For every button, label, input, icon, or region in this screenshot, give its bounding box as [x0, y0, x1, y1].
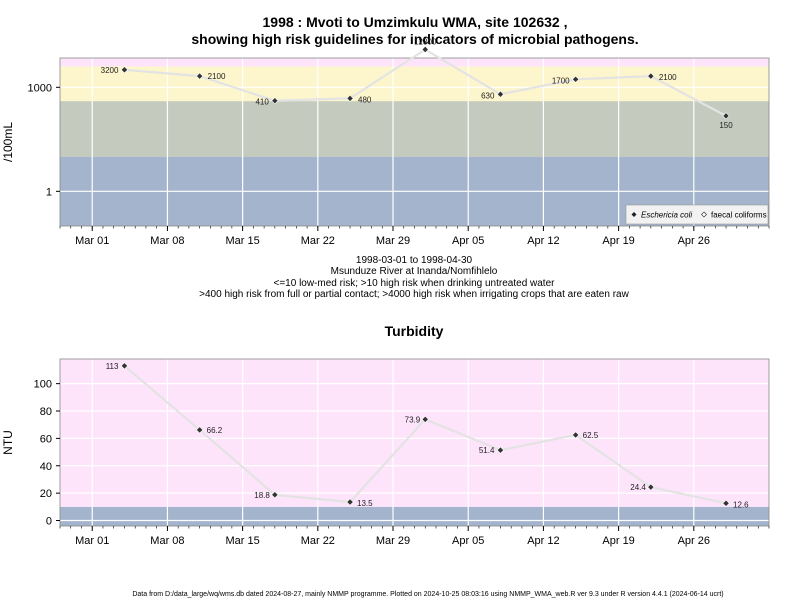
x-tick-label: Mar 15: [225, 235, 259, 247]
data-label: 410: [255, 98, 269, 107]
y-tick-label: 20: [40, 488, 52, 500]
microbial-chart-panel: 1 1000 Mar 01 Mar 08 Mar 15 Mar 22 Mar 29 Apr 0…: [1, 38, 770, 247]
data-label: 12.6: [733, 500, 749, 509]
x-tick-label: Mar 08: [150, 235, 184, 247]
data-point: [496, 90, 505, 98]
data-point: [722, 499, 730, 507]
data-label: 480: [358, 95, 372, 104]
data-point: [196, 72, 204, 80]
data-point: [421, 45, 429, 54]
risk-band-2: [60, 66, 769, 102]
risk-band-0: [60, 506, 769, 526]
x-tick-label: Mar 22: [301, 235, 335, 247]
data-point: [572, 75, 580, 83]
x-tick-label: Apr 12: [527, 535, 559, 547]
legend-entry-faecal-coliforms: faecal coliforms: [711, 211, 767, 220]
risk-band-1: [60, 101, 769, 157]
y-tick-label: 1: [46, 186, 52, 198]
x-tick-label: Mar 22: [301, 535, 335, 547]
data-point: [346, 94, 354, 102]
data-point: [496, 446, 505, 454]
y-tick-label: 80: [40, 406, 52, 418]
risk-band-3: [60, 58, 769, 67]
legend: Eschericia coli faecal coliforms: [625, 204, 769, 225]
x-tick-label: Mar 29: [376, 535, 410, 547]
y-tick-label: 40: [40, 461, 52, 473]
y-axis-label: NTU: [1, 430, 15, 455]
caption-contact-guideline: >400 high risk from full or partial cont…: [199, 289, 629, 300]
data-point: [120, 362, 129, 370]
data-point: [346, 498, 354, 506]
data-label: 66.2: [207, 426, 223, 435]
data-label: 51.4: [479, 446, 495, 455]
turbidity-chart-panel: 0 20 40 60 80 100 Mar 01 Mar 08 Mar 15 Mar 22 Mar …: [1, 358, 770, 547]
data-point: [572, 431, 580, 439]
data-label: 3200: [101, 66, 119, 75]
x-tick-label: Mar 01: [75, 535, 109, 547]
x-tick-label: Apr 19: [602, 535, 634, 547]
x-tick-label: Apr 19: [602, 235, 634, 247]
data-point: [647, 72, 655, 80]
x-tick-label: Mar 29: [376, 235, 410, 247]
legend-marker-filled-diamond: [631, 212, 637, 217]
x-tick-label: Mar 08: [150, 535, 184, 547]
data-point: [271, 97, 279, 105]
micro-chart-title-line1: 1998 : Mvoti to Umzimkulu WMA, site 1026…: [263, 14, 568, 30]
x-tick-label: Apr 26: [678, 535, 710, 547]
data-label: 73.9: [405, 415, 421, 424]
data-point: [196, 426, 204, 434]
caption-site-name: Msunduze River at Inanda/Nomfihlelo: [331, 266, 498, 277]
micro-chart-title-line2: showing high risk guidelines for indicat…: [191, 31, 638, 47]
x-tick-label: Apr 12: [527, 235, 559, 247]
data-point: [120, 66, 129, 74]
turbidity-chart-title: Turbidity: [385, 323, 444, 339]
legend-marker-open-diamond: [701, 211, 707, 218]
data-label: 630: [481, 91, 495, 100]
x-tick-label: Apr 05: [452, 535, 484, 547]
data-label: 2100: [659, 73, 677, 82]
data-point: [722, 112, 730, 120]
y-axis-label: /100mL: [1, 122, 15, 162]
caption-date-range: 1998-03-01 to 1998-04-30: [356, 255, 473, 266]
x-tick-label: Apr 26: [678, 235, 710, 247]
x-tick-label: Apr 05: [452, 235, 484, 247]
data-label: 1700: [552, 76, 570, 85]
data-label: 62.5: [583, 431, 599, 440]
data-label: 24.4: [630, 483, 646, 492]
x-tick-label: Mar 01: [75, 235, 109, 247]
y-tick-label: 0: [46, 516, 52, 528]
footer-note: Data from D:/data_large/wq/wms.db dated …: [132, 591, 723, 598]
data-point: [271, 491, 279, 499]
x-tick-label: Mar 15: [225, 535, 259, 547]
data-point: [421, 415, 429, 423]
risk-band-1: [60, 359, 769, 507]
data-label: 18.8: [254, 491, 270, 500]
data-label: 13.5: [357, 499, 373, 508]
caption-drinking-guideline: <=10 low-med risk; >10 high risk when dr…: [274, 278, 556, 289]
legend-entry-ecoli: Eschericia coli: [641, 211, 692, 220]
data-label: 113: [106, 362, 119, 371]
y-tick-label: 100: [34, 379, 52, 391]
data-label: 2100: [208, 72, 226, 81]
data-label: 150: [719, 121, 733, 130]
data-label: 12300: [414, 38, 437, 47]
data-point: [647, 483, 655, 491]
y-tick-label: 60: [40, 433, 52, 445]
legend-box: [625, 204, 769, 225]
y-tick-label: 1000: [28, 82, 52, 94]
